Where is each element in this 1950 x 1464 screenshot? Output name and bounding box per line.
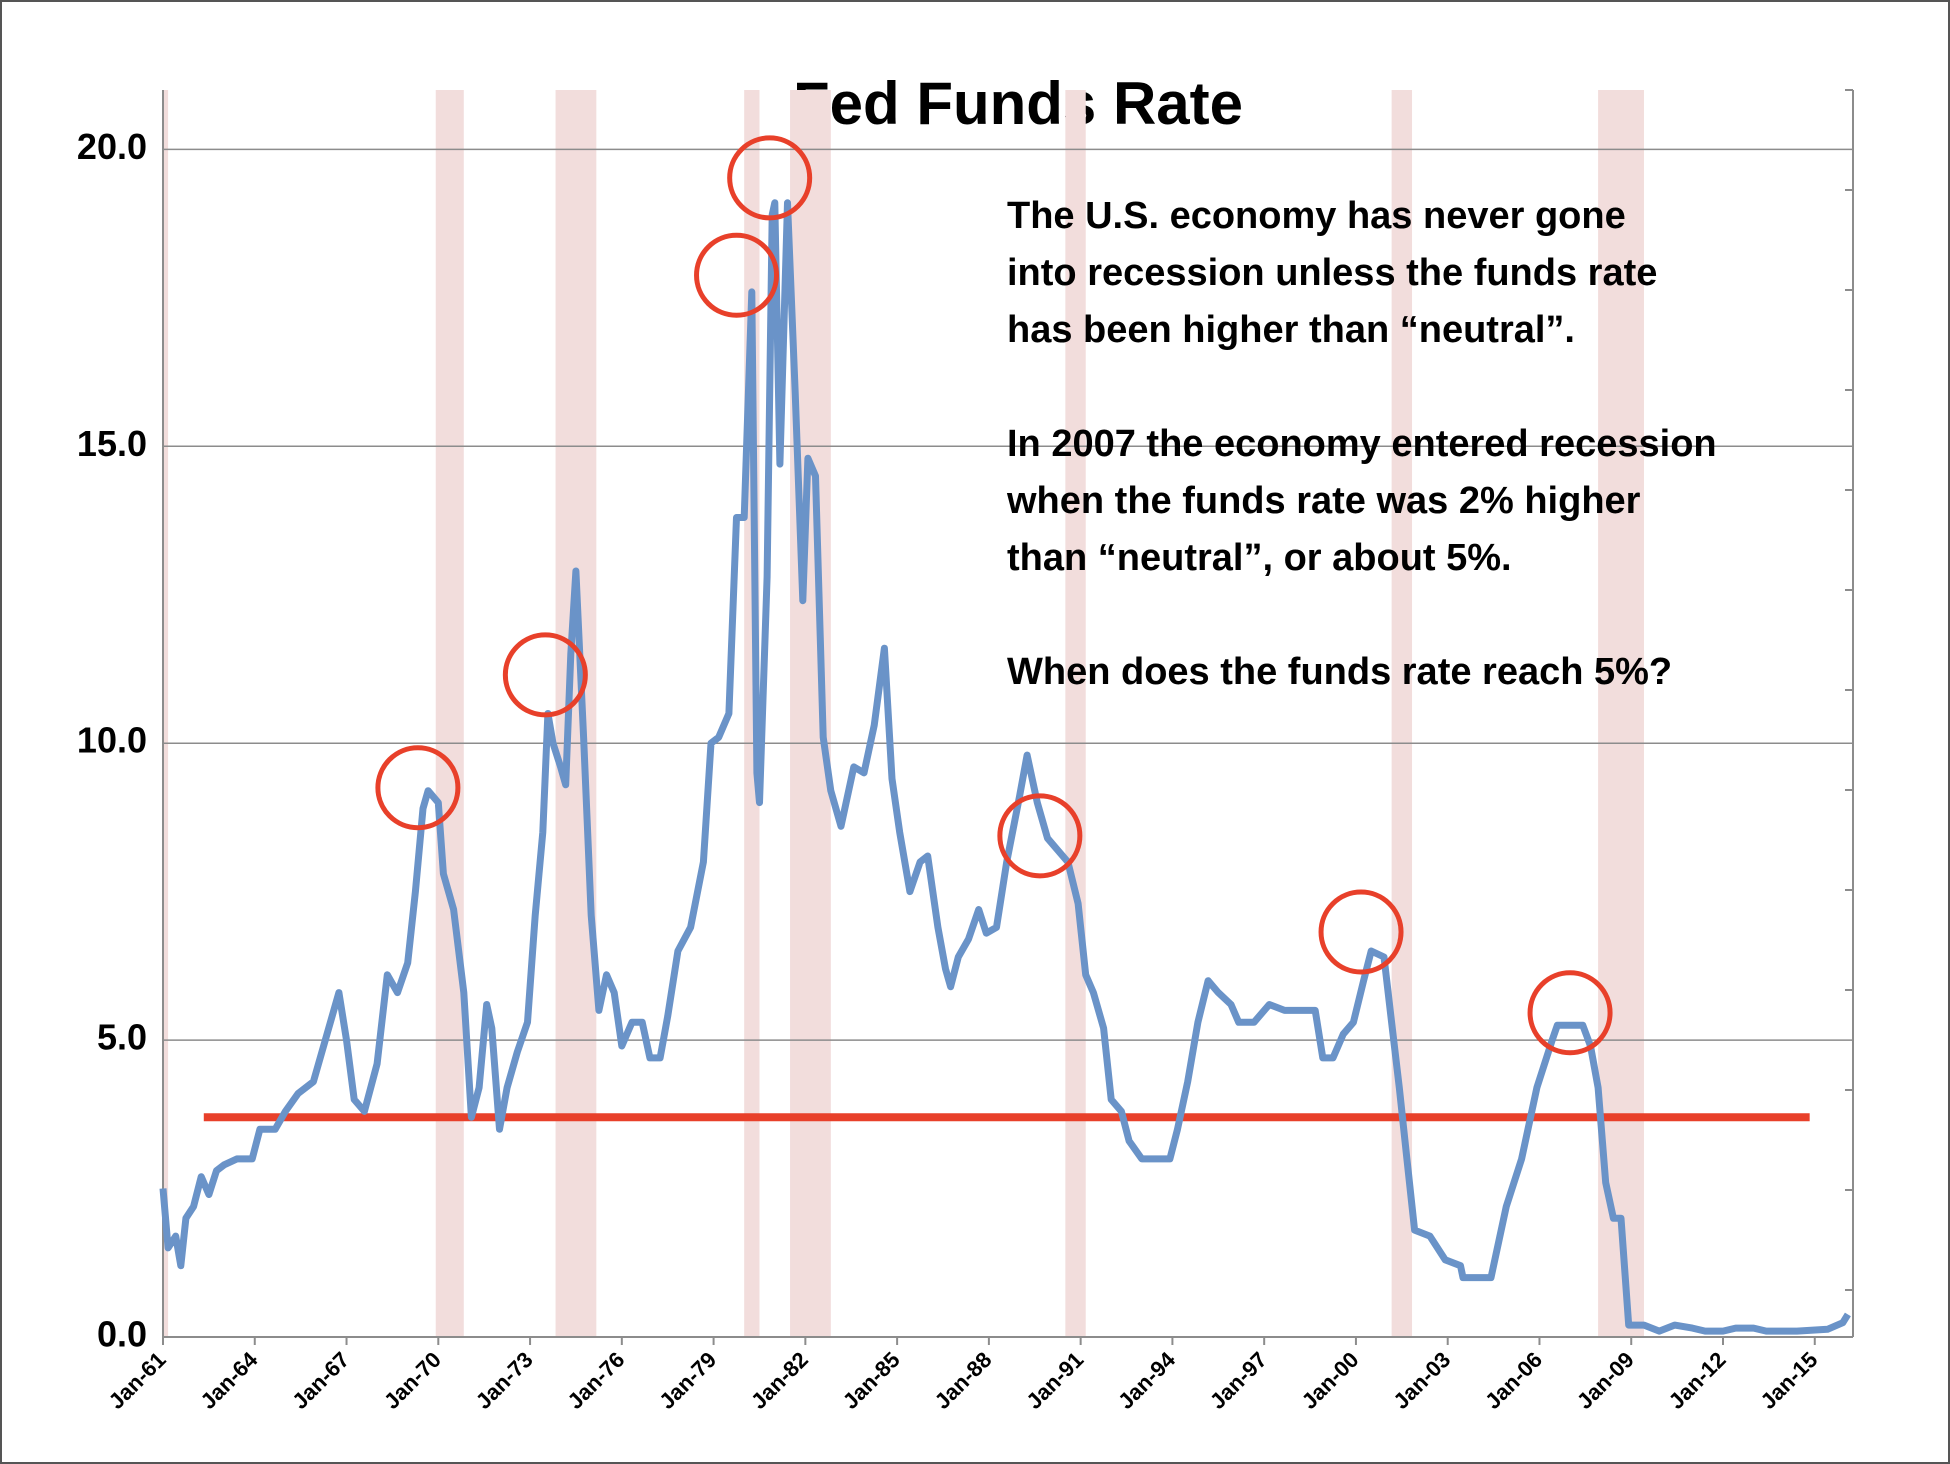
recession-band xyxy=(1598,90,1644,1337)
annotation-line: when the funds rate was 2% higher xyxy=(1006,480,1641,522)
highlight-circle xyxy=(997,793,1083,879)
annotation-line: In 2007 the economy entered recession xyxy=(1007,423,1717,465)
annotation-line: has been higher than “neutral”. xyxy=(1007,309,1575,351)
highlight-circle xyxy=(502,632,588,718)
highlight-circle xyxy=(375,745,461,831)
series-line xyxy=(159,199,1851,1335)
recession-band xyxy=(163,90,169,1337)
highlight-circle xyxy=(1318,889,1404,975)
annotation-line: than “neutral”, or about 5%. xyxy=(1007,537,1512,579)
recession-band xyxy=(435,90,464,1337)
chart-title: Fed Funds Rate xyxy=(793,70,1243,137)
y-tick-label: 10.0 xyxy=(77,720,147,761)
y-tick-label: 0.0 xyxy=(97,1314,147,1355)
highlight-circle xyxy=(1527,970,1613,1056)
recession-band xyxy=(1391,90,1413,1337)
annotation-line: When does the funds rate reach 5%? xyxy=(1007,651,1672,693)
annotation-line: into recession unless the funds rate xyxy=(1007,252,1657,294)
y-tick-label: 15.0 xyxy=(77,423,147,464)
highlight-circle xyxy=(694,232,780,318)
annotation-line: The U.S. economy has never gone xyxy=(1007,195,1626,237)
highlight-circle xyxy=(727,135,813,221)
y-tick-label: 5.0 xyxy=(97,1017,147,1058)
recession-band xyxy=(1065,90,1086,1337)
y-tick-label: 20.0 xyxy=(77,126,147,167)
